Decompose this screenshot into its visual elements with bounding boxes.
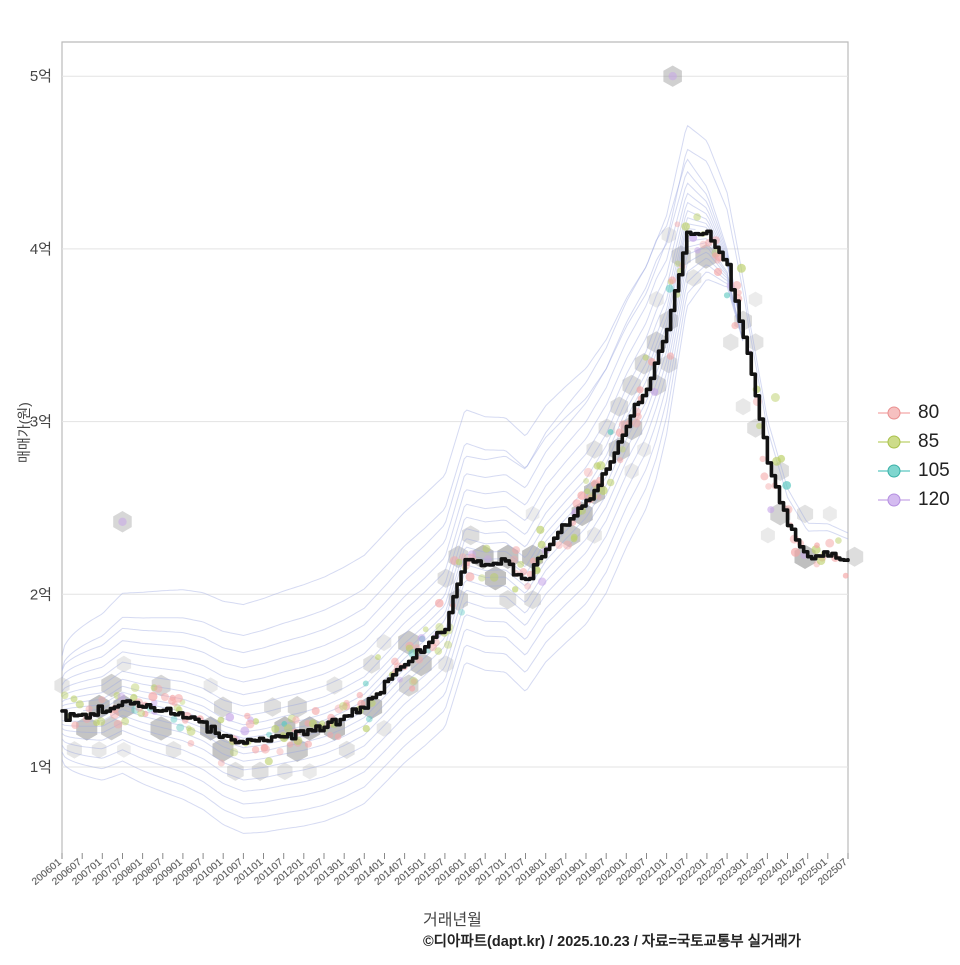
svg-text:1억: 1억 bbox=[30, 759, 52, 776]
svg-text:5억: 5억 bbox=[30, 68, 52, 85]
svg-text:2억: 2억 bbox=[30, 586, 52, 603]
svg-text:4억: 4억 bbox=[30, 241, 52, 258]
